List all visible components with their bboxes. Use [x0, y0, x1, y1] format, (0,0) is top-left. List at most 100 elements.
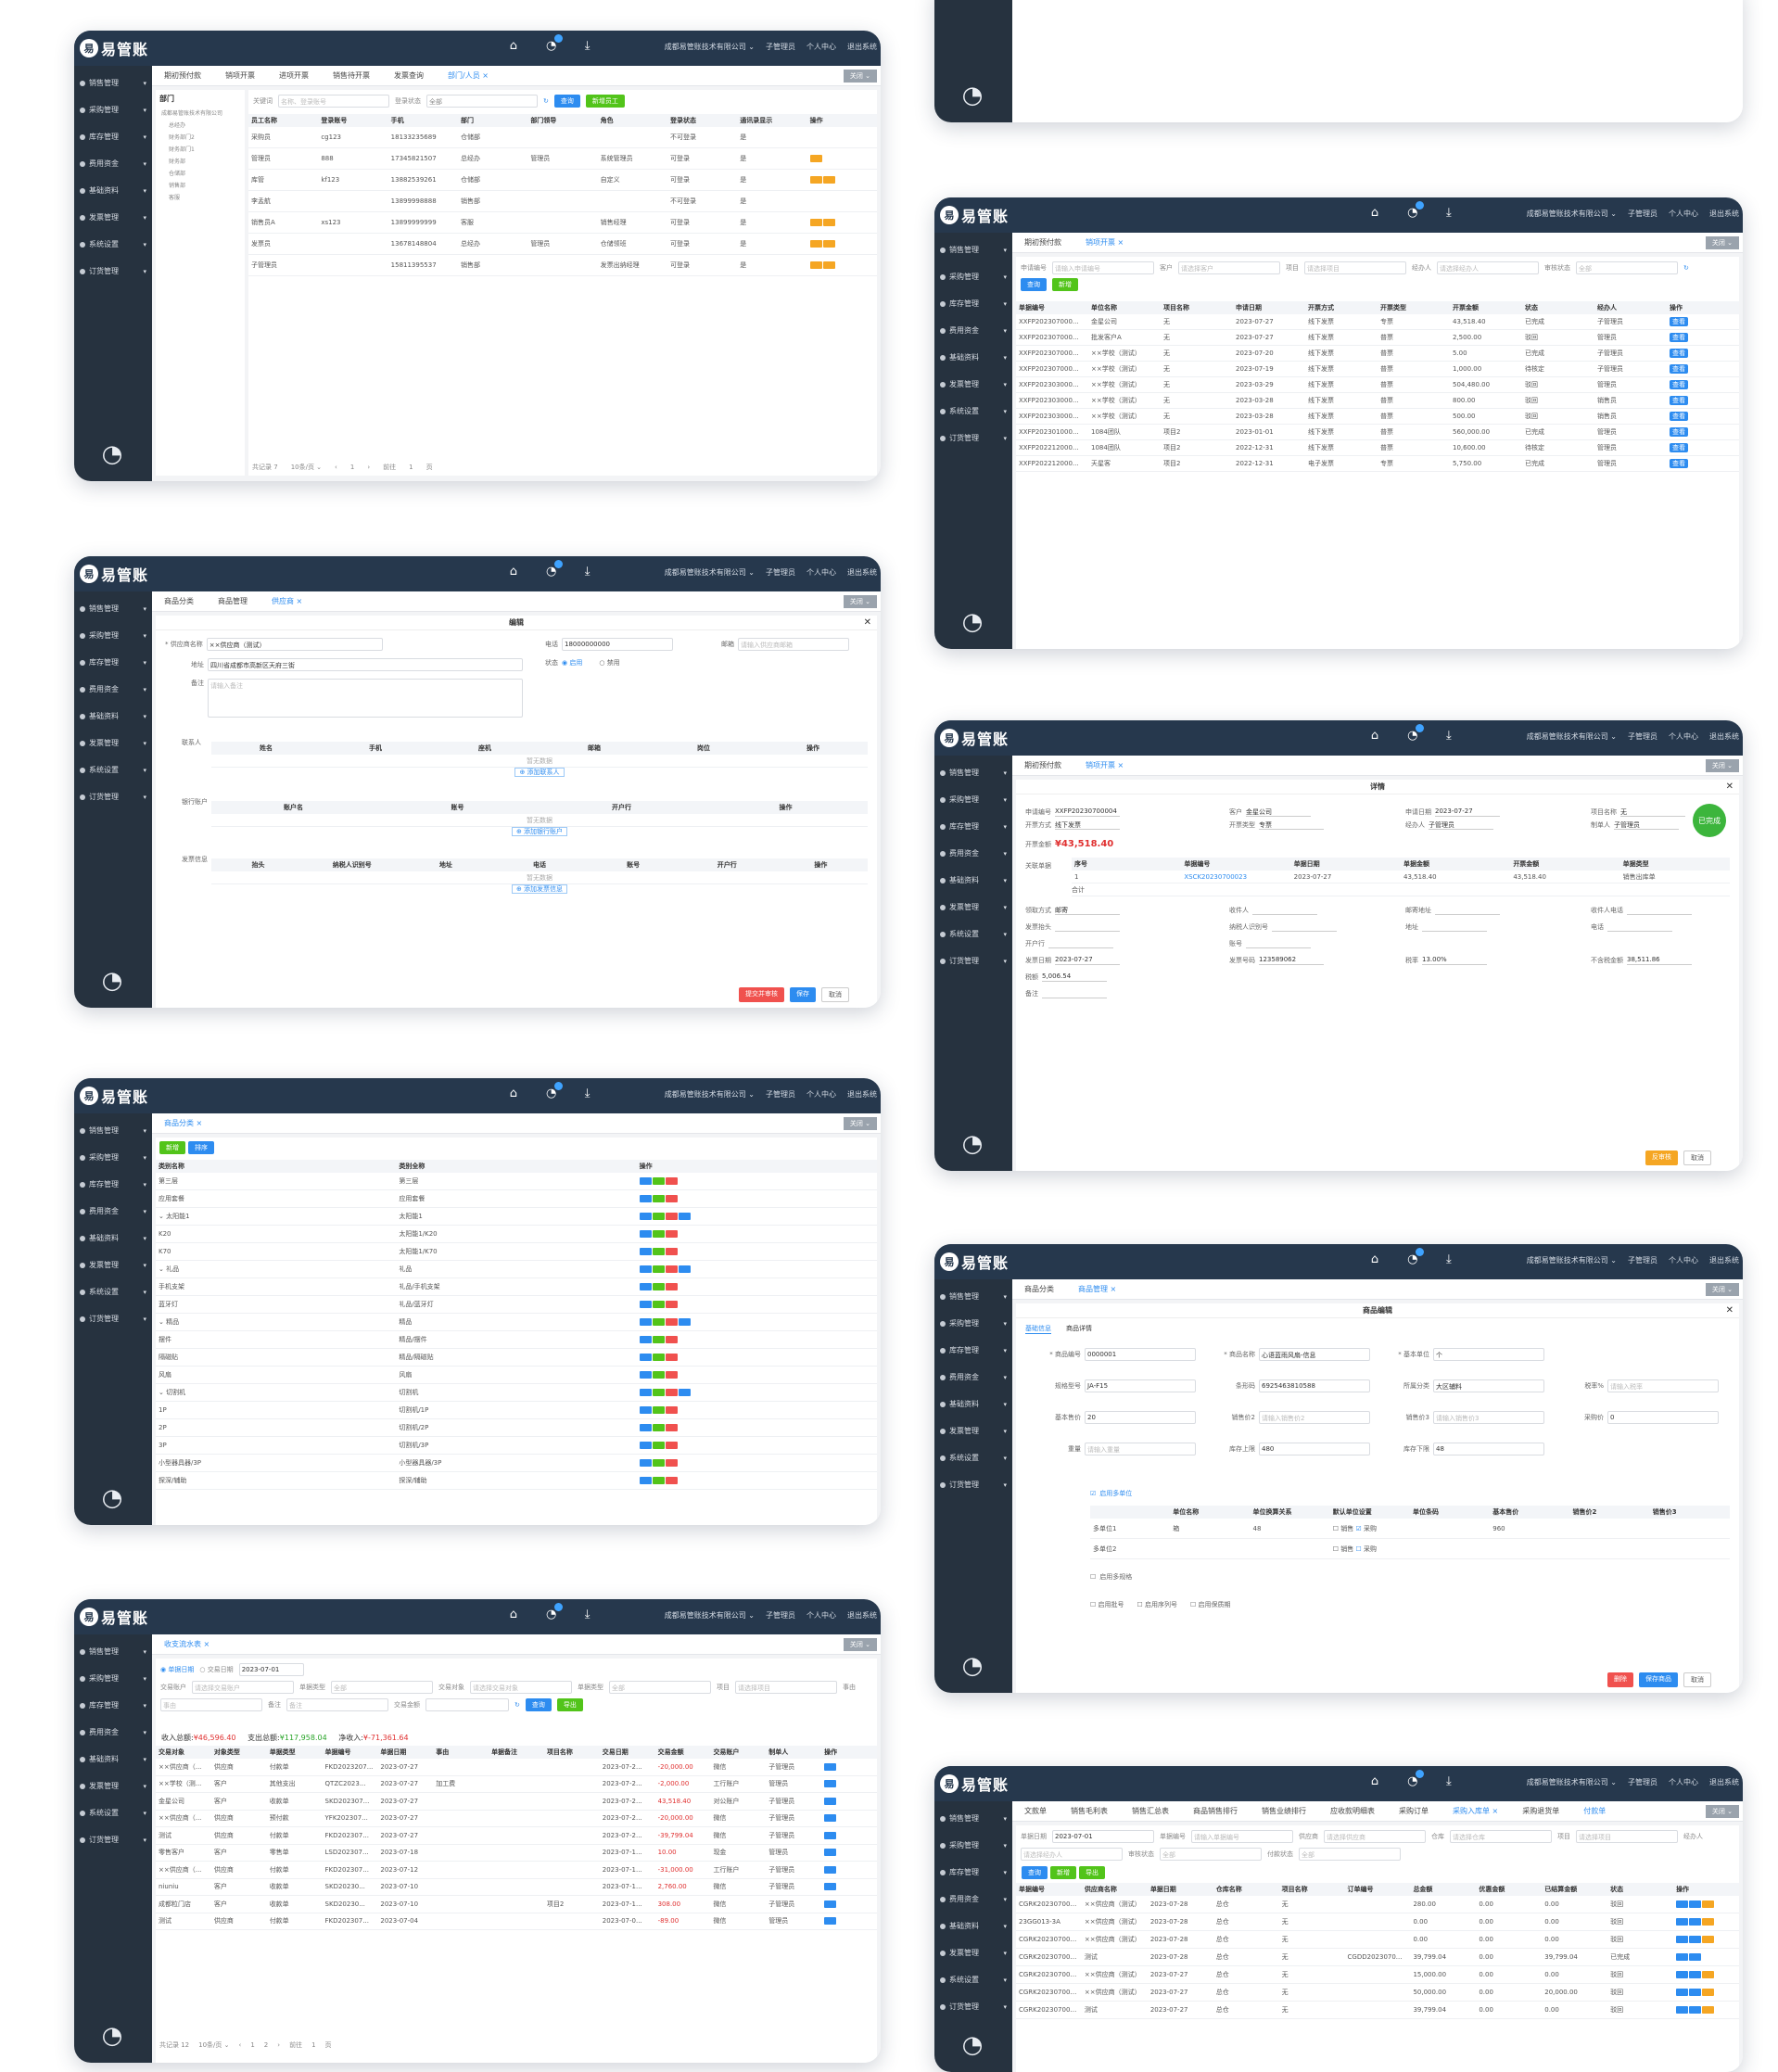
user-menu-item[interactable]: 个人中心	[1669, 1256, 1698, 1265]
pager-item[interactable]: 页	[425, 464, 433, 471]
action-button[interactable]	[665, 1195, 678, 1202]
action-button[interactable]	[652, 1318, 665, 1326]
sidebar-item[interactable]: 费用资金	[934, 1886, 1012, 1913]
user-avatar-icon[interactable]: ◔	[101, 440, 123, 468]
add-row-button[interactable]: ⊕ 添加银行账户	[211, 827, 868, 840]
sort-action-button[interactable]	[678, 1265, 691, 1273]
sidebar-item[interactable]: 系统设置	[74, 756, 152, 783]
action-button[interactable]	[652, 1283, 665, 1290]
view-button[interactable]	[1676, 1900, 1689, 1908]
filter-input[interactable]: 请选择仓库	[1450, 1830, 1552, 1843]
user-menu-item[interactable]: 子管理员	[1628, 210, 1657, 218]
sidebar-item[interactable]: 库存管理	[74, 649, 152, 676]
pager-item[interactable]: ›	[277, 2041, 281, 2049]
bell-icon[interactable]: ◔	[545, 560, 564, 578]
action-button[interactable]	[809, 155, 822, 162]
print-button[interactable]	[1689, 1971, 1702, 1978]
tree-node[interactable]: 客服	[169, 195, 181, 201]
sidebar-item[interactable]: 系统设置	[934, 921, 1012, 947]
add-row-button[interactable]: ⊕ 添加发票信息	[211, 884, 868, 897]
sidebar-item[interactable]: 发票管理	[74, 1773, 152, 1799]
view-button[interactable]	[824, 1814, 837, 1823]
sidebar-item[interactable]: 销售管理	[934, 236, 1012, 263]
user-menu-item[interactable]: 退出系统	[1709, 210, 1739, 218]
view-button[interactable]	[824, 1831, 837, 1839]
pay-button[interactable]	[1702, 1936, 1715, 1943]
sidebar-item[interactable]: 库存管理	[74, 1171, 152, 1198]
tab[interactable]: 销项开票 ×	[1086, 761, 1124, 769]
tab[interactable]: 发票查询	[394, 71, 424, 80]
phone-input[interactable]: 18000000000	[562, 638, 673, 651]
user-menu-item[interactable]: 退出系统	[847, 568, 877, 577]
view-button[interactable]	[1676, 1971, 1689, 1978]
sidebar-item[interactable]: 系统设置	[74, 1278, 152, 1305]
company-switcher[interactable]: 成都易管账技术有限公司 ⌄	[1526, 732, 1617, 741]
sidebar-item[interactable]: 采购管理	[74, 96, 152, 123]
tab[interactable]: 商品分类 ×	[164, 1119, 203, 1127]
close-all-button[interactable]: 关闭 ⌄	[1705, 1804, 1739, 1818]
save-button[interactable]: 保存	[790, 987, 816, 1002]
query-button[interactable]: 查询	[1022, 1866, 1048, 1879]
add-staff-button[interactable]: 新增员工	[585, 95, 625, 108]
view-button[interactable]	[1676, 2006, 1689, 2014]
action-button[interactable]	[639, 1424, 652, 1431]
filter-input[interactable]: 事由	[160, 1698, 262, 1711]
action-button[interactable]	[639, 1248, 652, 1255]
sidebar-item[interactable]: 销售管理	[934, 759, 1012, 786]
user-avatar-icon[interactable]: ◔	[101, 967, 123, 995]
action-button[interactable]	[652, 1442, 665, 1449]
user-menu-item[interactable]: 子管理员	[766, 1611, 795, 1620]
download-icon[interactable]: ⤓	[584, 1608, 591, 1621]
view-button[interactable]	[1676, 1989, 1689, 1996]
add-button[interactable]: 新增	[1052, 278, 1078, 291]
action-button[interactable]	[665, 1177, 678, 1185]
action-button[interactable]	[665, 1248, 678, 1255]
view-button[interactable]	[824, 1917, 837, 1926]
date-from-input[interactable]: 2023-07-01	[238, 1663, 304, 1676]
sidebar-item[interactable]: 订货管理	[74, 1305, 152, 1332]
action-button[interactable]	[652, 1354, 665, 1361]
status-select[interactable]: 全部	[426, 95, 538, 108]
action-button[interactable]	[665, 1424, 678, 1431]
pager-item[interactable]: ‹	[238, 2041, 242, 2049]
download-icon[interactable]: ⤓	[1445, 1252, 1452, 1266]
print-button[interactable]	[1689, 2006, 1702, 2014]
address-input[interactable]: 四川省成都市高新区天府三街	[208, 658, 523, 671]
default-unit-checkboxes[interactable]: ☐ 销售 ☐ 采购	[1332, 1544, 1377, 1553]
unit-name-input[interactable]: 箱	[1173, 1524, 1180, 1532]
pay-button[interactable]	[1702, 1971, 1715, 1978]
print-button[interactable]	[1689, 1989, 1702, 1996]
cancel-button[interactable]: 取消	[1683, 1672, 1711, 1687]
sidebar-item[interactable]: 销售管理	[74, 595, 152, 622]
reverse-audit-button[interactable]: 反审核	[1645, 1150, 1678, 1165]
sidebar-item[interactable]: 采购管理	[74, 1144, 152, 1171]
sidebar-item[interactable]: 基础资料	[934, 1913, 1012, 1939]
bell-icon[interactable]: ◔	[545, 1603, 564, 1621]
action-button[interactable]	[652, 1248, 665, 1255]
user-menu-item[interactable]: 子管理员	[766, 1090, 795, 1099]
close-all-button[interactable]: 关闭 ⌄	[843, 594, 877, 608]
action-button[interactable]	[639, 1354, 652, 1361]
action-button[interactable]	[665, 1477, 678, 1484]
form-input[interactable]: JA-F15	[1085, 1379, 1196, 1392]
pager-item[interactable]: 前往	[383, 464, 397, 471]
sidebar-item[interactable]: 费用资金	[74, 676, 152, 703]
company-switcher[interactable]: 成都易管账技术有限公司 ⌄	[1526, 210, 1617, 218]
sort-action-button[interactable]	[678, 1213, 691, 1220]
tab[interactable]: 进项开票	[279, 71, 309, 80]
action-button[interactable]	[652, 1301, 665, 1308]
view-button[interactable]	[824, 1883, 837, 1891]
sidebar-item[interactable]: 基础资料	[74, 1746, 152, 1773]
company-switcher[interactable]: 成都易管账技术有限公司 ⌄	[664, 568, 755, 577]
sidebar-item[interactable]: 订货管理	[74, 783, 152, 810]
home-icon[interactable]: ⌂	[1370, 206, 1379, 220]
remark-input[interactable]: 请输入备注	[208, 679, 523, 718]
download-icon[interactable]: ⤓	[1445, 1774, 1452, 1788]
option-checkbox[interactable]: ☐ 启用保质期	[1190, 1601, 1231, 1608]
tab[interactable]: 销项开票	[225, 71, 255, 80]
home-icon[interactable]: ⌂	[509, 1608, 518, 1621]
download-icon[interactable]: ⤓	[584, 39, 591, 53]
action-button[interactable]	[665, 1459, 678, 1467]
sidebar-item[interactable]: 采购管理	[934, 786, 1012, 813]
action-button[interactable]	[652, 1230, 665, 1238]
